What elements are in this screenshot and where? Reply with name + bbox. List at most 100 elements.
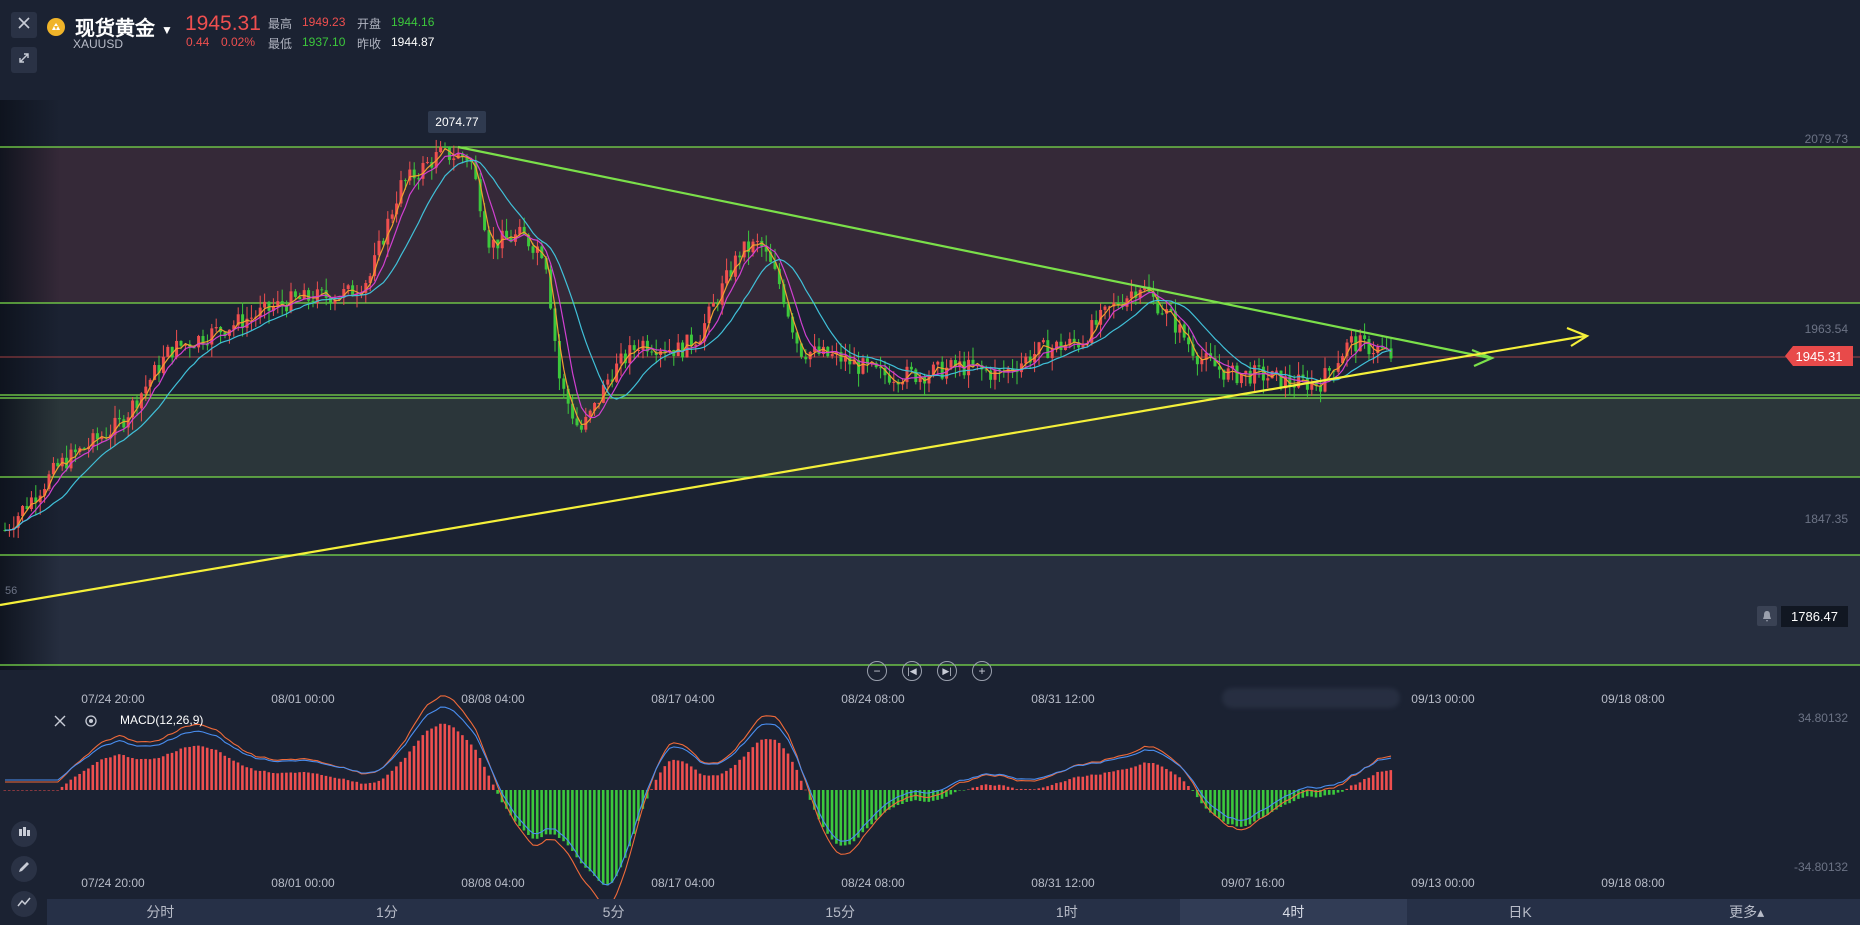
candle-body [3,530,7,532]
macd-histogram-bar [65,783,68,790]
macd-histogram-bar [333,777,337,790]
candle-body [544,257,548,270]
macd-histogram-bar [513,790,517,822]
obscured-axis-label [1222,688,1400,708]
candle-body [852,360,856,365]
macd-histogram-bar [588,790,592,872]
indicator-settings-icon[interactable] [84,714,98,733]
candle-body [518,226,522,235]
candle-body [1134,291,1138,298]
macd-histogram-bar [1129,767,1133,790]
close-button[interactable] [11,12,37,38]
macd-histogram-bar [747,751,750,790]
chevron-down-icon[interactable]: ▼ [161,22,173,37]
tab-1hour[interactable]: 1时 [1055,904,1078,920]
lower-zone [0,555,1860,665]
x-axis-label: 09/13 00:00 [1411,876,1475,890]
candle-body [214,326,218,329]
macd-histogram-bar [685,763,689,790]
candle-body [883,367,887,376]
macd-histogram-bar [571,790,574,851]
tab-15min[interactable]: 15分 [825,904,855,920]
zoom-out-button[interactable]: − [867,661,887,681]
candle-body [623,353,627,364]
macd-histogram-bar [1358,782,1362,790]
tab-timeshare[interactable]: 分时 [146,904,175,920]
close-indicator-icon[interactable] [53,714,67,733]
candle-body [1055,341,1059,349]
candle-body [619,353,623,364]
macd-histogram-bar [949,790,953,795]
candle-body [1169,309,1173,312]
tab-1min[interactable]: 1分 [376,904,398,920]
candle-body [945,367,949,379]
candle-body [1319,385,1323,392]
macd-histogram-bar [175,751,178,790]
zoom-in-button[interactable]: + [972,661,992,681]
candle-body [949,360,953,368]
macd-histogram-bar [355,781,359,790]
candle-body [645,340,649,352]
candle-body [791,316,795,333]
collapse-button[interactable] [11,47,37,73]
macd-histogram-bar [518,790,521,827]
macd-histogram-bar [1363,779,1366,790]
candle-body [1244,370,1248,375]
macd-histogram-bar [975,786,979,790]
macd-histogram-bar [1380,771,1384,790]
indicator-tool-button[interactable] [11,891,37,917]
candle-body [681,342,685,358]
candle-body [73,449,77,453]
draw-tool-button[interactable] [11,856,37,882]
macd-histogram-bar [597,790,601,881]
macd-histogram-bar [192,745,196,790]
candle-body [887,375,891,383]
candle-body [1107,306,1111,308]
candle-body [1138,289,1142,298]
tab-4hour[interactable]: 4时 [1180,899,1407,925]
macd-histogram-bar [1376,771,1379,790]
candle-body [918,376,922,383]
x-axis-label: 08/08 04:00 [461,876,525,890]
candle-body [1116,302,1120,306]
macd-histogram-bar [663,766,667,790]
candle-body [1327,368,1331,371]
macd-histogram-bar [1297,790,1300,799]
current-price-tag: 1945.31 [1785,346,1853,366]
tab-more[interactable]: 更多▴ [1729,904,1765,920]
price-alert[interactable]: 1786.47 [1757,605,1848,627]
bell-icon[interactable] [1757,606,1777,626]
candle-body [153,365,157,380]
instrument-title[interactable]: 现货黄金 ▼ [75,18,173,40]
candle-body [1178,324,1182,333]
macd-histogram-bar [78,773,81,790]
tab-daily[interactable]: 日K [1508,904,1532,920]
macd-histogram-bar [320,774,323,790]
candle-body [606,379,610,385]
scroll-end-button[interactable]: ▶| [937,661,957,681]
tab-5min[interactable]: 5分 [602,904,625,920]
candle-body [553,308,557,341]
candle-body [474,161,478,180]
macd-histogram-bar [1011,787,1014,790]
candle-body [615,363,619,382]
macd-histogram-bar [100,759,103,790]
macd-histogram-bar [1160,766,1164,790]
macd-histogram-bar [1125,768,1129,790]
candle-body [307,290,311,301]
macd-histogram-bar [1099,774,1102,790]
candle-body [117,417,121,420]
macd-histogram-bar [34,790,37,791]
candle-body [804,356,808,360]
candle-body [733,255,737,277]
macd-histogram-bar [377,780,381,790]
candle-body [1103,306,1107,310]
macd-histogram-bar [82,770,86,790]
macd-histogram-bar [738,759,741,790]
macd-histogram-bar [931,790,935,801]
candlestick-tool-button[interactable] [11,821,37,847]
candle-body [914,369,918,383]
macd-histogram-bar [1033,789,1036,790]
scroll-start-button[interactable]: |◀ [902,661,922,681]
